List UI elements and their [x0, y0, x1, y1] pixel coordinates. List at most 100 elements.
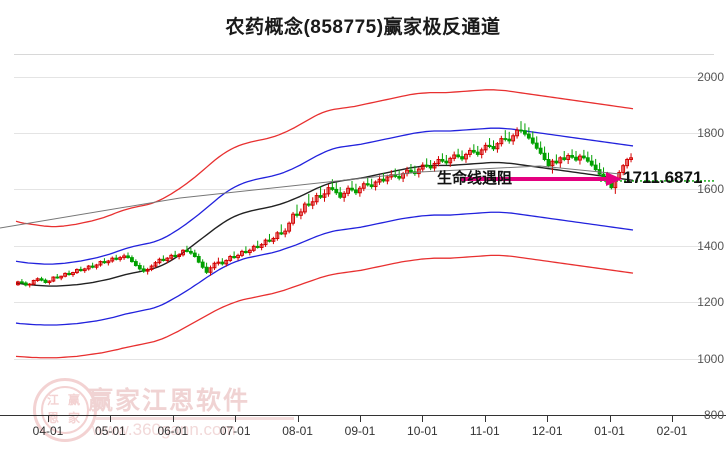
- candle-body: [397, 175, 402, 179]
- candle-body: [236, 254, 240, 259]
- candle-body: [106, 260, 111, 264]
- candle-body: [589, 160, 594, 166]
- candle-body: [271, 237, 276, 242]
- candle-body: [240, 250, 244, 256]
- x-tick-label-05-01: 05-01: [95, 424, 126, 438]
- candle-body: [436, 158, 441, 164]
- y-tick-label-1800: 1800: [697, 125, 724, 140]
- candle-body: [424, 164, 429, 167]
- x-tick-label-02-01: 02-01: [656, 424, 688, 438]
- candle-body: [409, 169, 413, 173]
- x-tick-07-01: [235, 415, 237, 422]
- x-tick-11-01: [484, 415, 486, 422]
- candle-body: [192, 252, 197, 257]
- candle-body: [357, 187, 362, 194]
- candle-body: [519, 129, 523, 132]
- candle-body: [118, 257, 123, 260]
- candle-body: [373, 181, 378, 188]
- candle-body: [314, 195, 319, 203]
- candle-body: [141, 268, 146, 272]
- candle-body: [283, 230, 288, 235]
- candle-body: [157, 258, 162, 264]
- band-中轴(生命线): [15, 161, 634, 287]
- x-tick-label-08-01: 08-01: [282, 424, 313, 438]
- candle-body: [255, 245, 260, 248]
- candle-body: [448, 157, 453, 164]
- candle-body: [19, 281, 24, 284]
- x-tick-02-01: [672, 415, 673, 422]
- candle-body: [440, 158, 445, 162]
- candle-body: [228, 256, 233, 261]
- candle-body: [420, 164, 425, 170]
- plot-top-border: [14, 54, 714, 55]
- seal-char-2: 恩: [46, 411, 59, 425]
- candle-body: [114, 257, 119, 260]
- candle-body: [369, 184, 374, 188]
- candle-body: [338, 192, 343, 198]
- candle-body: [570, 155, 574, 158]
- candle-body: [287, 222, 292, 232]
- seal-char-3: 家: [67, 411, 80, 425]
- candle-body: [137, 265, 142, 270]
- candle-body: [460, 156, 464, 160]
- x-tick-04-01: [48, 415, 49, 422]
- candle-body: [67, 272, 71, 276]
- x-tick-09-01: [360, 415, 361, 422]
- candle-body: [208, 267, 213, 273]
- candle-body: [534, 142, 539, 149]
- pivot-trend-line: [0, 165, 621, 229]
- candle-body: [39, 278, 44, 281]
- y-tick-label-1000: 1000: [697, 351, 724, 366]
- band-上轨(内): [15, 127, 634, 265]
- candle-body: [432, 162, 437, 169]
- candle-body: [322, 193, 327, 198]
- candle-body: [35, 278, 40, 281]
- candle-body: [102, 261, 107, 264]
- candle-body: [188, 250, 193, 254]
- candle-body: [23, 282, 28, 286]
- candle-body: [302, 203, 307, 213]
- candle-body: [511, 135, 516, 142]
- candle-body: [55, 276, 60, 279]
- candle-body: [491, 146, 496, 150]
- candle-body: [267, 239, 272, 242]
- candle-body: [173, 254, 178, 257]
- candle-body: [629, 157, 633, 160]
- gridline-1000: [14, 358, 714, 360]
- candle-body: [204, 266, 209, 273]
- watermark-url: www.360gann.com: [92, 420, 236, 439]
- candle-body: [558, 157, 563, 164]
- x-tick-05-01: [110, 415, 112, 422]
- candle-body: [499, 138, 504, 145]
- candle-body: [428, 165, 433, 169]
- candle-body: [334, 188, 339, 194]
- current-price-label: 1711.6871: [623, 168, 703, 187]
- candle-body: [299, 211, 303, 216]
- channel-bands: [15, 89, 634, 359]
- candle-body: [354, 189, 358, 194]
- candle-body: [94, 264, 99, 268]
- candle-body: [126, 255, 130, 259]
- candle-body: [503, 138, 508, 140]
- candle-body: [110, 257, 115, 262]
- candle-body: [78, 268, 83, 272]
- candle-body: [464, 153, 468, 160]
- resistance-arrow: [0, 165, 622, 229]
- candle-body: [145, 268, 150, 272]
- candle-body: [47, 280, 52, 283]
- candle-body: [365, 183, 370, 186]
- x-tick-label-01-01: 01-01: [594, 424, 625, 438]
- gridline-1800: [14, 132, 714, 134]
- x-tick-label-04-01: 04-01: [32, 424, 64, 438]
- resistance-annotation: 生命线遇阻: [437, 170, 513, 187]
- candle-body: [75, 268, 79, 274]
- candle-body: [31, 279, 36, 285]
- candle-body: [153, 262, 158, 267]
- candle-body: [63, 272, 68, 277]
- gridline-1200: [14, 302, 714, 304]
- candle-body: [200, 261, 205, 268]
- x-tick-10-01: [422, 415, 424, 422]
- y-tick-label-1200: 1200: [697, 295, 724, 310]
